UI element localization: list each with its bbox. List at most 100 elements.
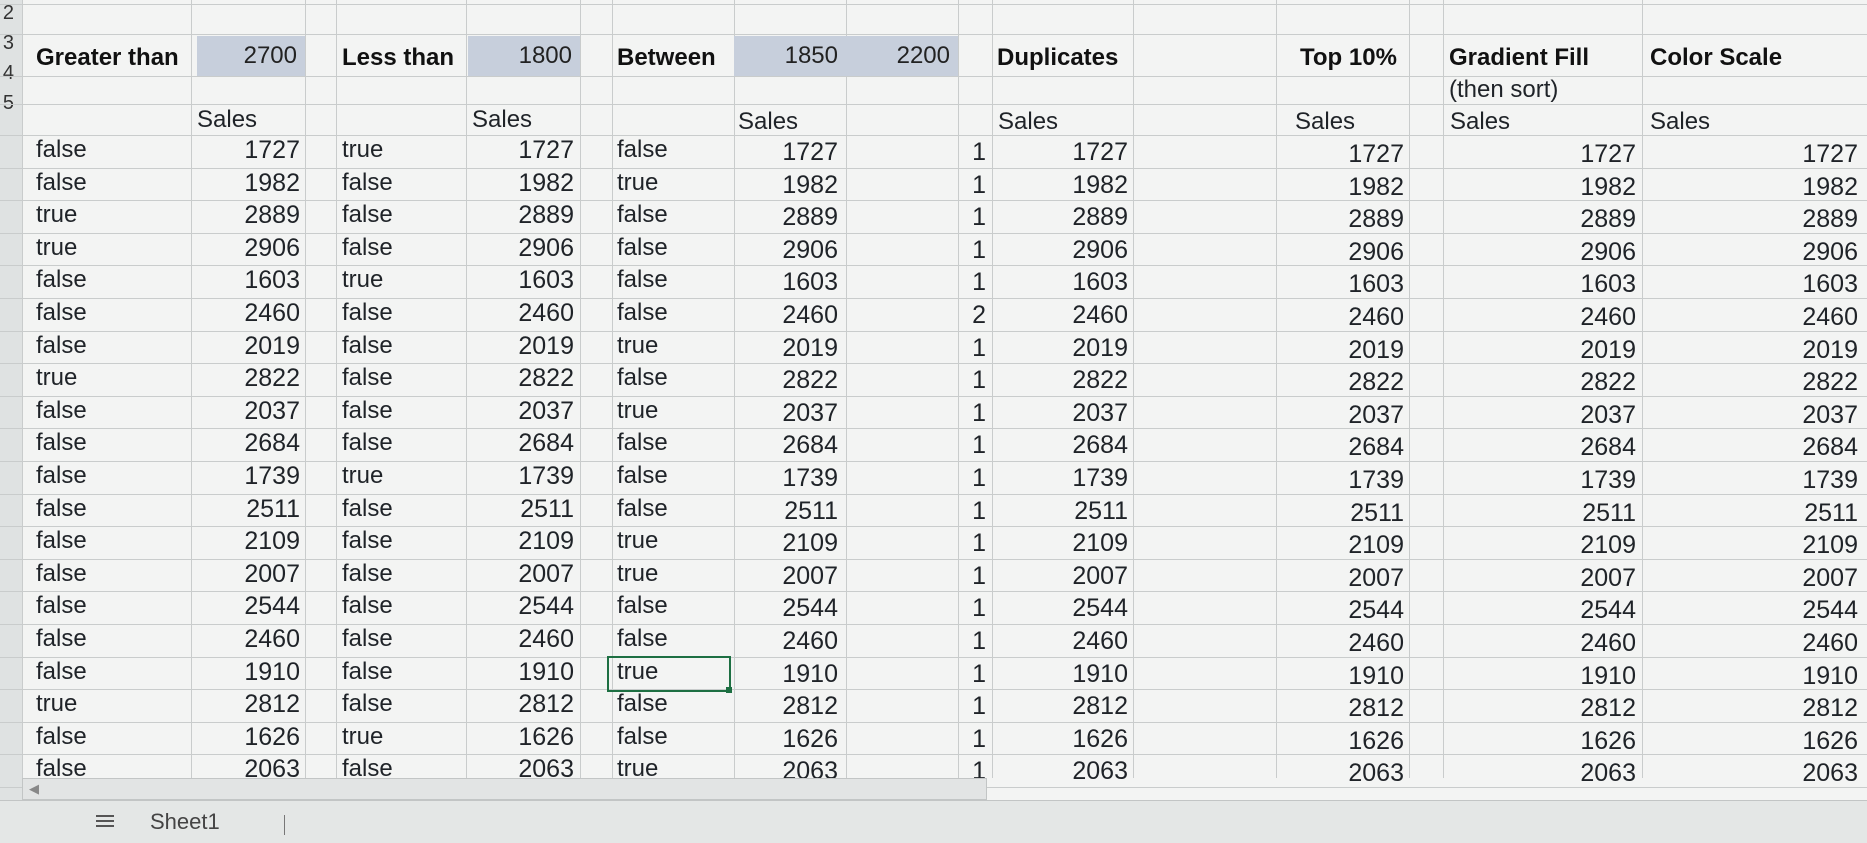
sales-cell-less[interactable]: 2460	[518, 299, 574, 327]
greater-flag-cell[interactable]: true	[36, 201, 78, 229]
sales-cell-colorscale[interactable]: 2037	[1802, 400, 1858, 429]
sales-cell-gradient[interactable]: 2007	[1580, 563, 1636, 592]
duplicate-count-cell[interactable]: 1	[972, 659, 986, 688]
sales-cell-greater[interactable]: 2544	[244, 592, 300, 621]
between-flag-cell[interactable]: true	[617, 331, 659, 359]
sales-cell-top10[interactable]: 1910	[1348, 661, 1404, 690]
between-flag-cell[interactable]: true	[617, 527, 659, 555]
sales-cell-between[interactable]: 2109	[782, 529, 838, 558]
sales-cell-duplicates[interactable]: 2037	[1072, 398, 1128, 427]
greater-flag-cell[interactable]: true	[36, 233, 78, 261]
sales-cell-gradient[interactable]: 2019	[1580, 335, 1636, 364]
sales-cell-top10[interactable]: 2460	[1348, 303, 1404, 331]
less-flag-cell[interactable]: true	[342, 266, 384, 294]
sales-cell-duplicates[interactable]: 2684	[1072, 431, 1128, 460]
sales-cell-colorscale[interactable]: 2812	[1802, 694, 1858, 723]
sales-cell-gradient[interactable]: 1626	[1580, 726, 1636, 755]
greater-flag-cell[interactable]: false	[36, 722, 87, 750]
sales-cell-greater[interactable]: 2019	[244, 331, 300, 360]
between-flag-cell[interactable]: false	[617, 625, 668, 652]
greater-flag-cell[interactable]: false	[36, 429, 87, 457]
sales-cell-gradient[interactable]: 1910	[1580, 661, 1636, 690]
greater-flag-cell[interactable]: false	[36, 168, 87, 196]
sales-cell-greater[interactable]: 1982	[244, 168, 300, 197]
sheet-list-menu-icon[interactable]	[96, 815, 114, 827]
sales-cell-colorscale[interactable]: 2544	[1802, 596, 1858, 625]
duplicate-count-cell[interactable]: 1	[972, 431, 986, 460]
sales-cell-less[interactable]: 2037	[518, 396, 574, 425]
sales-cell-between[interactable]: 2460	[782, 301, 838, 329]
sales-cell-colorscale[interactable]: 2511	[1804, 498, 1858, 527]
sales-cell-top10[interactable]: 2007	[1348, 563, 1404, 592]
greater-flag-cell[interactable]: false	[36, 755, 87, 783]
between-flag-cell[interactable]: false	[617, 690, 668, 718]
between-flag-cell[interactable]: false	[617, 494, 668, 522]
less-flag-cell[interactable]: false	[342, 527, 393, 555]
sales-cell-top10[interactable]: 2889	[1348, 205, 1404, 234]
less-flag-cell[interactable]: false	[342, 690, 393, 718]
sales-cell-less[interactable]: 2889	[518, 201, 574, 230]
sales-cell-gradient[interactable]: 2460	[1580, 629, 1636, 657]
duplicate-count-cell[interactable]: 1	[972, 138, 986, 166]
sales-cell-less[interactable]: 2511	[520, 494, 574, 523]
sales-cell-top10[interactable]: 2511	[1350, 498, 1404, 527]
sales-cell-duplicates[interactable]: 2544	[1072, 594, 1128, 623]
sales-cell-greater[interactable]: 2109	[244, 527, 300, 556]
duplicate-count-cell[interactable]: 1	[972, 496, 986, 525]
sales-cell-less[interactable]: 2109	[518, 527, 574, 556]
sales-cell-duplicates[interactable]: 1626	[1072, 724, 1128, 753]
row-number[interactable]: 4	[2, 62, 14, 84]
sales-cell-duplicates[interactable]: 2460	[1072, 627, 1128, 655]
sales-cell-less[interactable]: 2460	[518, 625, 574, 653]
between-flag-cell[interactable]: true	[617, 657, 659, 685]
duplicate-count-cell[interactable]: 1	[972, 235, 986, 264]
less-flag-cell[interactable]: false	[342, 331, 393, 359]
greater-flag-cell[interactable]: true	[36, 690, 78, 718]
sales-cell-between[interactable]: 2822	[782, 366, 838, 395]
duplicate-count-cell[interactable]: 1	[972, 464, 986, 492]
sales-cell-duplicates[interactable]: 1727	[1072, 138, 1128, 166]
less-flag-cell[interactable]: true	[342, 462, 384, 489]
greater-flag-cell[interactable]: false	[36, 299, 87, 326]
sales-cell-gradient[interactable]: 1739	[1580, 466, 1636, 494]
duplicate-count-cell[interactable]: 1	[972, 724, 986, 753]
sales-cell-duplicates[interactable]: 2812	[1072, 692, 1128, 721]
sales-cell-top10[interactable]: 1739	[1348, 466, 1404, 494]
sales-cell-colorscale[interactable]: 1739	[1802, 466, 1858, 494]
less-flag-cell[interactable]: false	[342, 201, 393, 229]
sales-cell-top10[interactable]: 2822	[1348, 368, 1404, 397]
sales-cell-between[interactable]: 2037	[782, 398, 838, 427]
sales-cell-greater[interactable]: 2684	[244, 429, 300, 458]
sales-cell-greater[interactable]: 1727	[244, 136, 300, 164]
sales-cell-colorscale[interactable]: 2906	[1802, 237, 1858, 266]
less-flag-cell[interactable]: false	[342, 364, 393, 392]
sales-cell-duplicates[interactable]: 2889	[1072, 203, 1128, 232]
sales-cell-colorscale[interactable]: 2460	[1802, 303, 1858, 331]
duplicate-count-cell[interactable]: 1	[972, 561, 986, 590]
sales-cell-between[interactable]: 2906	[782, 235, 838, 264]
between-high-value[interactable]: 2200	[846, 36, 958, 76]
between-flag-cell[interactable]: false	[617, 266, 668, 294]
horizontal-scrollbar[interactable]: ◀	[22, 778, 987, 800]
sales-cell-between[interactable]: 2889	[782, 203, 838, 232]
sales-cell-colorscale[interactable]: 1603	[1802, 270, 1858, 299]
sales-cell-colorscale[interactable]: 2822	[1802, 368, 1858, 397]
sales-cell-top10[interactable]: 1727	[1348, 140, 1404, 168]
less-flag-cell[interactable]: true	[342, 136, 384, 163]
sales-cell-less[interactable]: 2019	[518, 331, 574, 360]
sales-cell-less[interactable]: 1626	[518, 722, 574, 751]
duplicate-count-cell[interactable]: 1	[972, 594, 986, 623]
sales-cell-less[interactable]: 2544	[518, 592, 574, 621]
sales-cell-gradient[interactable]: 2684	[1580, 433, 1636, 462]
sales-cell-gradient[interactable]: 2037	[1580, 400, 1636, 429]
sales-cell-gradient[interactable]: 2812	[1580, 694, 1636, 723]
sales-cell-top10[interactable]: 2460	[1348, 629, 1404, 657]
sales-cell-between[interactable]: 2019	[782, 333, 838, 362]
greater-flag-cell[interactable]: false	[36, 266, 87, 294]
row-number[interactable]: 3	[2, 32, 14, 54]
sales-cell-top10[interactable]: 1603	[1348, 270, 1404, 299]
between-flag-cell[interactable]: false	[617, 201, 668, 229]
sales-cell-less[interactable]: 2812	[518, 690, 574, 719]
sales-cell-less[interactable]: 2822	[518, 364, 574, 393]
sales-cell-colorscale[interactable]: 1727	[1802, 140, 1858, 168]
